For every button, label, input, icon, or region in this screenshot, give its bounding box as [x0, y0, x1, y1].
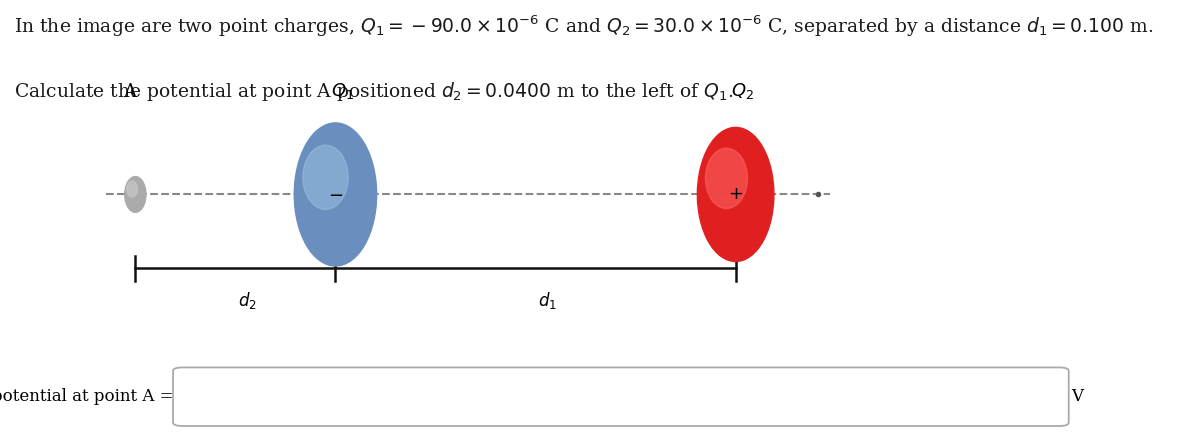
Ellipse shape [697, 127, 774, 261]
Text: potential at point A =: potential at point A = [0, 388, 173, 405]
Text: V: V [1071, 388, 1083, 405]
Text: $d_2$: $d_2$ [238, 290, 257, 311]
Text: $d_1$: $d_1$ [538, 290, 557, 311]
Text: Calculate the potential at point A positioned $d_2 = 0.0400$ m to the left of $Q: Calculate the potential at point A posit… [14, 80, 733, 103]
FancyBboxPatch shape [173, 367, 1069, 426]
Ellipse shape [127, 181, 138, 197]
Text: In the image are two point charges, $Q_1 = -90.0 \times 10^{-6}$ C and $Q_2 = 30: In the image are two point charges, $Q_1… [14, 13, 1153, 39]
Text: A: A [122, 83, 137, 101]
Text: $+$: $+$ [729, 186, 743, 203]
Ellipse shape [302, 145, 348, 210]
Ellipse shape [705, 148, 747, 208]
Text: $Q_2$: $Q_2$ [731, 80, 754, 101]
Text: $Q_1$: $Q_1$ [331, 80, 354, 101]
Ellipse shape [125, 177, 146, 212]
Ellipse shape [294, 123, 377, 266]
Text: $-$: $-$ [328, 186, 343, 203]
